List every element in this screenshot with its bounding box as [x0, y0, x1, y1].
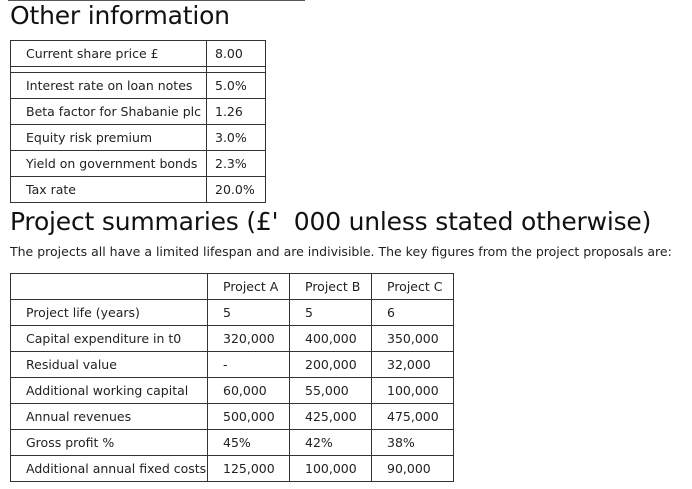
row-label: Gross profit % [10, 429, 208, 456]
cell-value: 42% [289, 429, 372, 456]
row-value: 2.3% [206, 150, 266, 177]
row-value: 1.26 [206, 98, 266, 125]
row-value: 8.00 [206, 40, 266, 67]
row-label: Additional annual fixed costs [10, 455, 208, 482]
table-row: Annual revenues 500,000 425,000 475,000 [10, 403, 454, 430]
cell-value: 45% [207, 429, 290, 456]
row-label: Beta factor for Shabanie plc [10, 98, 207, 125]
row-label: Additional working capital [10, 377, 208, 404]
cell-value: 5 [207, 299, 290, 326]
cell-value: 60,000 [207, 377, 290, 404]
row-label: Yield on government bonds [10, 150, 207, 177]
cell-value: 5 [289, 299, 372, 326]
table-row: Additional working capital 60,000 55,000… [10, 377, 454, 404]
cell-value: 200,000 [289, 351, 372, 378]
cell-value: 38% [371, 429, 454, 456]
cell-value: 100,000 [289, 455, 372, 482]
row-value: 5.0% [206, 72, 266, 99]
row-label: Interest rate on loan notes [10, 72, 207, 99]
project-summary-table: Project A Project B Project C Project li… [10, 273, 454, 482]
row-value: 3.0% [206, 124, 266, 151]
header-cell: Project B [289, 273, 372, 300]
row-label: Annual revenues [10, 403, 208, 430]
table-row: Capital expenditure in t0 320,000 400,00… [10, 325, 454, 352]
table-row: Beta factor for Shabanie plc 1.26 [10, 98, 266, 125]
header-row: Project A Project B Project C [10, 273, 454, 300]
header-cell: Project A [207, 273, 290, 300]
table-row: Yield on government bonds 2.3% [10, 150, 266, 177]
table-row: Additional annual fixed costs 125,000 10… [10, 455, 454, 482]
table-row: Gross profit % 45% 42% 38% [10, 429, 454, 456]
row-label: Residual value [10, 351, 208, 378]
table-row: Equity risk premium 3.0% [10, 124, 266, 151]
cell-value: 425,000 [289, 403, 372, 430]
table-row: Current share price £ 8.00 [10, 40, 266, 67]
header-cell [10, 273, 208, 300]
header-cell: Project C [371, 273, 454, 300]
cell-value: 320,000 [207, 325, 290, 352]
cell-value: 100,000 [371, 377, 454, 404]
row-label: Current share price £ [10, 40, 207, 67]
row-label: Project life (years) [10, 299, 208, 326]
section-title-project-summaries: Project summaries (£' 000 unless stated … [10, 207, 652, 236]
cell-value: 90,000 [371, 455, 454, 482]
cell-value: 32,000 [371, 351, 454, 378]
table-row: Residual value - 200,000 32,000 [10, 351, 454, 378]
other-information-table: Current share price £ 8.00 Interest rate… [10, 40, 266, 203]
cell-value: 125,000 [207, 455, 290, 482]
top-divider [8, 0, 305, 1]
cell-value: 500,000 [207, 403, 290, 430]
row-label: Tax rate [10, 176, 207, 203]
cell-value: 55,000 [289, 377, 372, 404]
cell-value: - [207, 351, 290, 378]
table-row: Project life (years) 5 5 6 [10, 299, 454, 326]
intro-paragraph: The projects all have a limited lifespan… [10, 244, 672, 259]
cell-value: 6 [371, 299, 454, 326]
row-label: Equity risk premium [10, 124, 207, 151]
section-title-other-information: Other information [10, 1, 230, 30]
cell-value: 350,000 [371, 325, 454, 352]
table-row: Interest rate on loan notes 5.0% [10, 72, 266, 99]
row-value: 20.0% [206, 176, 266, 203]
cell-value: 475,000 [371, 403, 454, 430]
cell-value: 400,000 [289, 325, 372, 352]
table-row: Tax rate 20.0% [10, 176, 266, 203]
row-label: Capital expenditure in t0 [10, 325, 208, 352]
